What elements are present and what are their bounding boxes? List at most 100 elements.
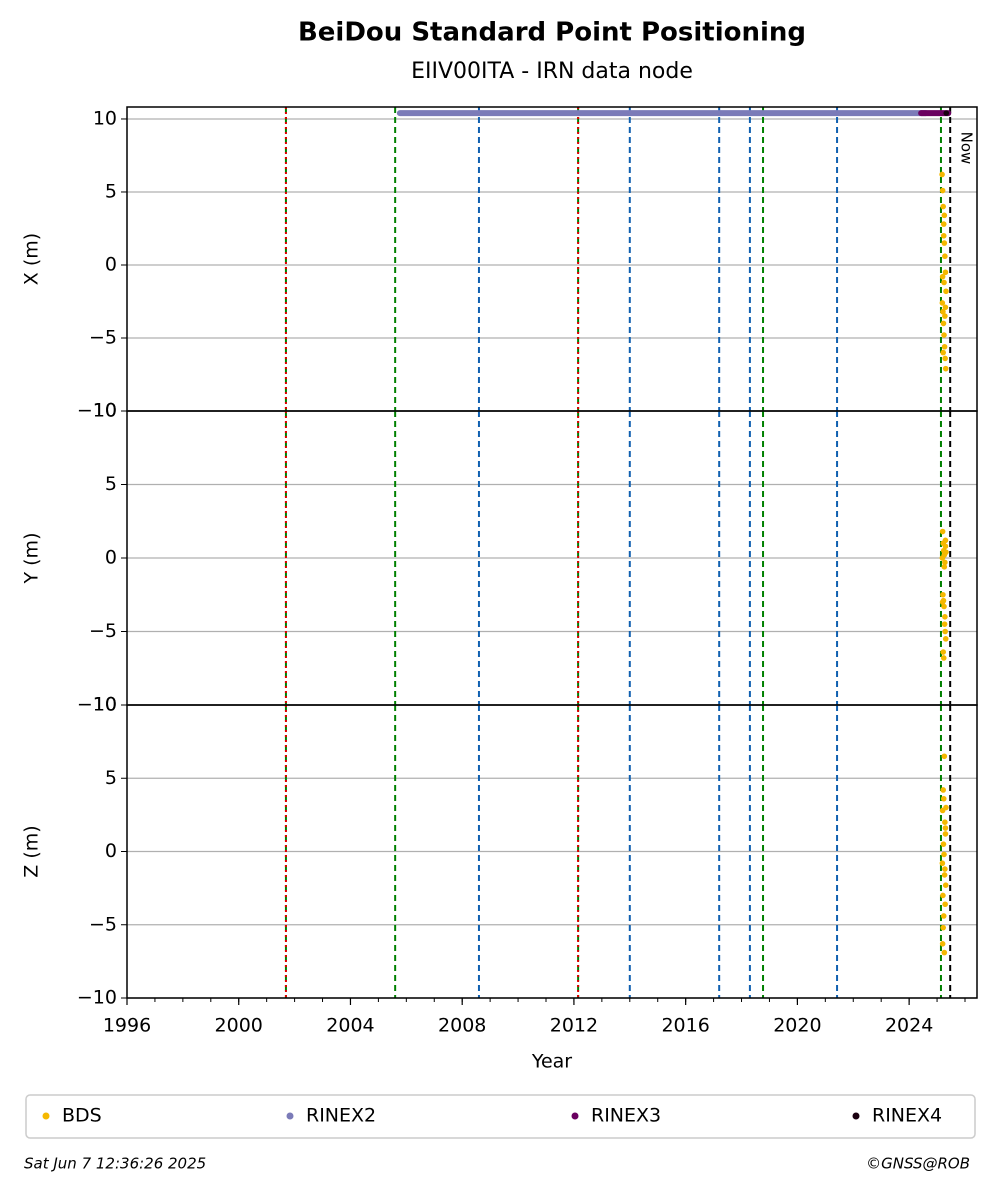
chart-subtitle: EIIV00ITA - IRN data node [411,59,693,84]
y-axis-label: Z (m) [21,825,43,877]
y-tick-label: −10 [77,400,117,422]
data-point [940,841,947,847]
data-point [943,110,950,116]
data-point [939,187,946,194]
legend-marker [286,1112,294,1120]
data-point [940,349,947,356]
data-point [941,564,948,570]
y-tick-label: 0 [105,547,117,569]
data-point [941,753,948,760]
data-point [940,655,947,661]
data-point [942,543,949,550]
data-point [940,924,947,931]
y-tick-label: −5 [89,913,117,935]
x-tick-label: 2008 [438,1015,486,1037]
data-point [942,559,948,566]
data-point [942,614,948,620]
y-tick-label: −10 [77,694,117,716]
data-point [942,831,949,837]
x-tick-label: 1996 [103,1015,151,1037]
data-point [943,549,949,555]
data-point [940,308,946,315]
legend-box [25,1094,976,1139]
data-point [942,882,949,888]
data-point [939,555,946,561]
data-point [940,913,947,919]
data-point [941,332,947,338]
footer-date: Sat Jun 7 12:36:26 2025 [24,1155,206,1173]
data-point [940,232,947,239]
data-point [941,621,948,627]
data-point [942,636,949,642]
legend-marker [852,1112,860,1120]
data-point [942,365,949,372]
data-point [940,221,947,227]
y-axis-label: X (m) [21,233,43,285]
data-point [942,866,948,872]
x-tick-label: 2000 [215,1015,263,1037]
legend-marker [42,1112,50,1120]
x-tick-label: 2004 [326,1015,374,1037]
y-tick-label: 0 [105,253,117,275]
data-point [940,320,947,327]
legend-marker [571,1112,579,1120]
data-point [941,603,947,610]
data-point [942,537,949,544]
data-point [939,940,946,947]
data-point [939,300,946,306]
data-point [943,288,949,295]
x-tick-label: 2024 [885,1015,933,1037]
data-point [942,355,948,362]
legend-label: RINEX3 [591,1105,661,1127]
annotation: Now [958,132,976,165]
y-tick-label: 5 [105,473,117,495]
chart-title: BeiDou Standard Point Positioning [298,18,806,48]
data-point [942,304,949,311]
data-point [940,649,947,655]
data-point [940,787,947,793]
y-axis-label: Y (m) [21,533,43,585]
data-point [940,892,946,899]
data-point [940,203,947,210]
data-point [939,273,946,280]
legend-label: RINEX2 [306,1105,376,1127]
data-point [942,253,948,260]
data-point [941,949,948,956]
x-axis-label: Year [531,1051,572,1073]
panel-frame [126,106,978,412]
data-point [941,851,947,858]
data-point [940,591,946,598]
data-point [942,628,948,635]
x-tick-label: 2020 [773,1015,821,1037]
data-point [942,825,949,831]
x-tick-label: 2016 [661,1015,709,1037]
y-tick-label: 10 [93,400,117,422]
y-tick-label: 5 [105,180,117,202]
legend-label: BDS [62,1105,102,1127]
data-point [940,795,947,802]
data-point [939,860,946,867]
data-point [942,269,949,276]
data-point [943,804,949,811]
data-point [941,872,948,878]
y-tick-label: −10 [77,987,117,1009]
data-point [942,313,948,319]
y-tick-label: 10 [93,694,117,716]
panel-frame [126,704,978,999]
y-tick-label: 0 [105,840,117,862]
data-point [941,279,947,286]
data-point [942,819,948,825]
footer-credit: ©GNSS@ROB [866,1155,970,1173]
data-point [939,599,946,605]
legend-label: RINEX4 [872,1105,942,1127]
y-tick-label: 10 [93,107,117,129]
data-point [941,240,948,246]
data-point [941,343,948,350]
y-tick-label: 5 [105,767,117,789]
y-tick-label: −5 [89,326,117,348]
y-tick-label: −5 [89,620,117,642]
data-point [939,528,946,535]
data-point [941,212,948,219]
x-tick-label: 2012 [550,1015,598,1037]
